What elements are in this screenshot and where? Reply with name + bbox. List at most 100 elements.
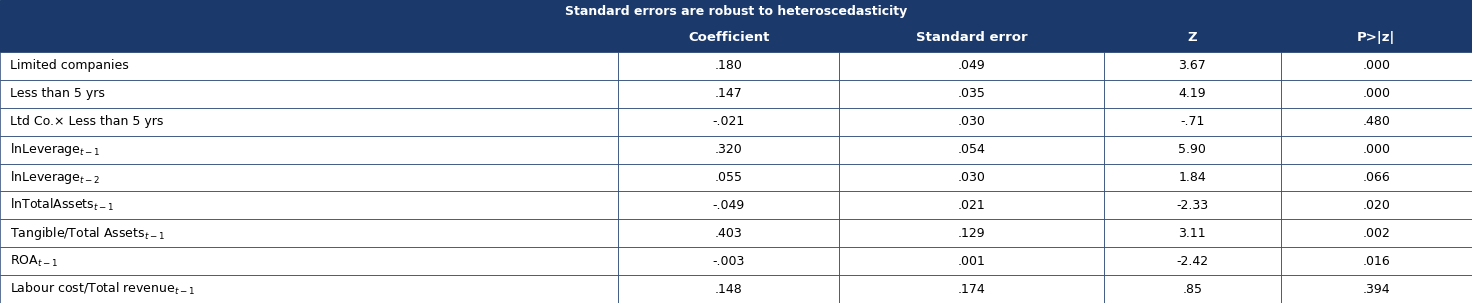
Bar [839, 247, 1104, 275]
Text: .174: .174 [958, 283, 985, 295]
Text: 5.90: 5.90 [1179, 143, 1206, 156]
Text: .148: .148 [715, 283, 742, 295]
Bar [839, 219, 1104, 247]
Text: -.049: -.049 [712, 199, 745, 212]
Bar [1104, 247, 1281, 275]
Bar [839, 136, 1104, 164]
Text: lnTotalAssets$_{t-1}$: lnTotalAssets$_{t-1}$ [10, 197, 115, 213]
Bar [618, 247, 839, 275]
Bar [1281, 191, 1472, 219]
Bar [839, 191, 1104, 219]
Text: .020: .020 [1363, 199, 1390, 212]
Text: .147: .147 [715, 87, 742, 100]
Text: 1.84: 1.84 [1179, 171, 1206, 184]
Text: .000: .000 [1362, 59, 1391, 72]
Text: .035: .035 [958, 87, 985, 100]
Bar [1281, 22, 1472, 52]
Bar [1104, 191, 1281, 219]
Text: .180: .180 [715, 59, 742, 72]
Bar [1104, 52, 1281, 80]
Bar [618, 136, 839, 164]
Text: Z: Z [1188, 31, 1197, 44]
Text: Standard error: Standard error [916, 31, 1027, 44]
Text: Coefficient: Coefficient [687, 31, 770, 44]
Bar [1104, 275, 1281, 303]
Text: Tangible/Total Assets$_{t-1}$: Tangible/Total Assets$_{t-1}$ [10, 225, 165, 242]
Text: .000: .000 [1362, 87, 1391, 100]
Text: .001: .001 [958, 255, 985, 268]
Text: -.021: -.021 [712, 115, 745, 128]
Bar [0, 22, 618, 52]
Bar [618, 52, 839, 80]
Text: .030: .030 [958, 115, 985, 128]
Text: ROA$_{t-1}$: ROA$_{t-1}$ [10, 254, 57, 269]
Bar [0, 247, 618, 275]
Text: .394: .394 [1363, 283, 1390, 295]
Text: .000: .000 [1362, 143, 1391, 156]
Text: .85: .85 [1182, 283, 1203, 295]
Bar [0, 275, 618, 303]
Text: .030: .030 [958, 171, 985, 184]
Bar [1104, 164, 1281, 191]
Text: -.71: -.71 [1181, 115, 1204, 128]
Bar [0, 52, 618, 80]
Bar [839, 22, 1104, 52]
Bar [618, 219, 839, 247]
Bar [1281, 108, 1472, 136]
Text: lnLeverage$_{t-2}$: lnLeverage$_{t-2}$ [10, 169, 100, 186]
Text: 3.11: 3.11 [1179, 227, 1206, 240]
Bar [839, 80, 1104, 108]
Text: Labour cost/Total revenue$_{t-1}$: Labour cost/Total revenue$_{t-1}$ [10, 281, 196, 297]
Bar [1281, 136, 1472, 164]
Text: .320: .320 [715, 143, 742, 156]
Text: Limited companies: Limited companies [10, 59, 128, 72]
Bar [839, 164, 1104, 191]
Text: -2.42: -2.42 [1176, 255, 1209, 268]
Bar [618, 80, 839, 108]
Text: .480: .480 [1363, 115, 1390, 128]
Text: Standard errors are robust to heteroscedasticity: Standard errors are robust to heterosced… [565, 5, 907, 18]
Bar [1104, 108, 1281, 136]
Bar [0, 108, 618, 136]
Text: -.003: -.003 [712, 255, 745, 268]
Text: P>|z|: P>|z| [1357, 31, 1395, 44]
Bar [1281, 80, 1472, 108]
Bar [1104, 219, 1281, 247]
Bar [1281, 52, 1472, 80]
Bar [839, 275, 1104, 303]
Text: .055: .055 [714, 171, 743, 184]
Bar [1281, 219, 1472, 247]
Bar [0, 219, 618, 247]
Text: .054: .054 [958, 143, 985, 156]
Text: 3.67: 3.67 [1179, 59, 1206, 72]
Bar [618, 191, 839, 219]
Bar [1281, 164, 1472, 191]
Text: .021: .021 [958, 199, 985, 212]
Bar [1104, 136, 1281, 164]
Bar [618, 108, 839, 136]
Bar [1281, 247, 1472, 275]
Text: Less than 5 yrs: Less than 5 yrs [10, 87, 105, 100]
Text: 4.19: 4.19 [1179, 87, 1206, 100]
Bar [1281, 275, 1472, 303]
Text: -2.33: -2.33 [1176, 199, 1209, 212]
Bar [0, 164, 618, 191]
Bar [618, 22, 839, 52]
Text: .066: .066 [1363, 171, 1390, 184]
Bar [0, 136, 618, 164]
Text: .129: .129 [958, 227, 985, 240]
Text: lnLeverage$_{t-1}$: lnLeverage$_{t-1}$ [10, 141, 100, 158]
Text: .016: .016 [1363, 255, 1390, 268]
Bar [0, 191, 618, 219]
Bar [839, 52, 1104, 80]
Bar [1104, 80, 1281, 108]
Text: .049: .049 [958, 59, 985, 72]
Text: Ltd Co.× Less than 5 yrs: Ltd Co.× Less than 5 yrs [10, 115, 163, 128]
Bar [839, 108, 1104, 136]
Bar [618, 164, 839, 191]
Bar [618, 275, 839, 303]
Bar [0, 0, 1472, 22]
Bar [0, 80, 618, 108]
Text: .002: .002 [1363, 227, 1390, 240]
Text: .403: .403 [715, 227, 742, 240]
